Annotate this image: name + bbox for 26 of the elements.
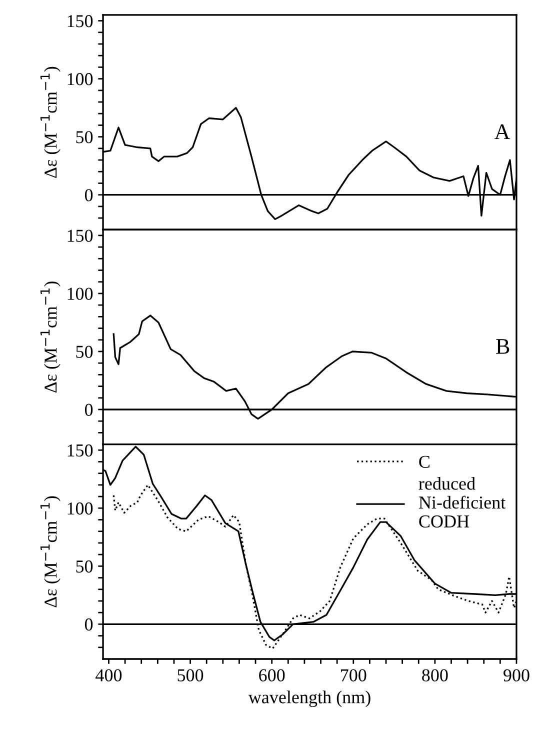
- y-axis-title: Δε (M$^{−1}$cm$^{−1}$): [40, 496, 60, 608]
- y-tick-label: 50: [76, 346, 93, 358]
- annotation: B: [496, 339, 510, 354]
- x-tick-label: 900: [504, 669, 530, 682]
- y-tick-label: 150: [68, 15, 93, 28]
- y-tick-label: 150: [68, 230, 93, 242]
- x-tick-label: 500: [178, 669, 204, 682]
- y-tick-label: 50: [76, 560, 93, 573]
- legend-label: reduced Ni-deficient CODH: [418, 477, 506, 528]
- x-tick-label: 400: [96, 669, 122, 682]
- y-axis-title: Δε (M$^{−1}$cm$^{−1}$): [40, 66, 60, 178]
- y-axis-title: Δε (M$^{−1}$cm$^{−1}$): [40, 282, 60, 393]
- x-tick-label: 600: [259, 669, 285, 682]
- y-tick-label: 100: [68, 73, 93, 86]
- y-tick-label: 0: [84, 404, 93, 416]
- y-tick-label: 100: [68, 502, 93, 515]
- x-axis-title: wavelength (nm): [248, 690, 370, 708]
- x-tick-label: 700: [341, 669, 366, 682]
- y-tick-label: 150: [68, 444, 93, 457]
- x-tick-label: 800: [422, 669, 448, 682]
- annotation: A: [494, 124, 510, 140]
- y-tick-label: 0: [84, 618, 93, 631]
- y-tick-label: 0: [84, 189, 93, 202]
- y-tick-label: 50: [76, 131, 93, 144]
- y-tick-label: 100: [68, 288, 93, 300]
- legend-label: C: [419, 456, 430, 468]
